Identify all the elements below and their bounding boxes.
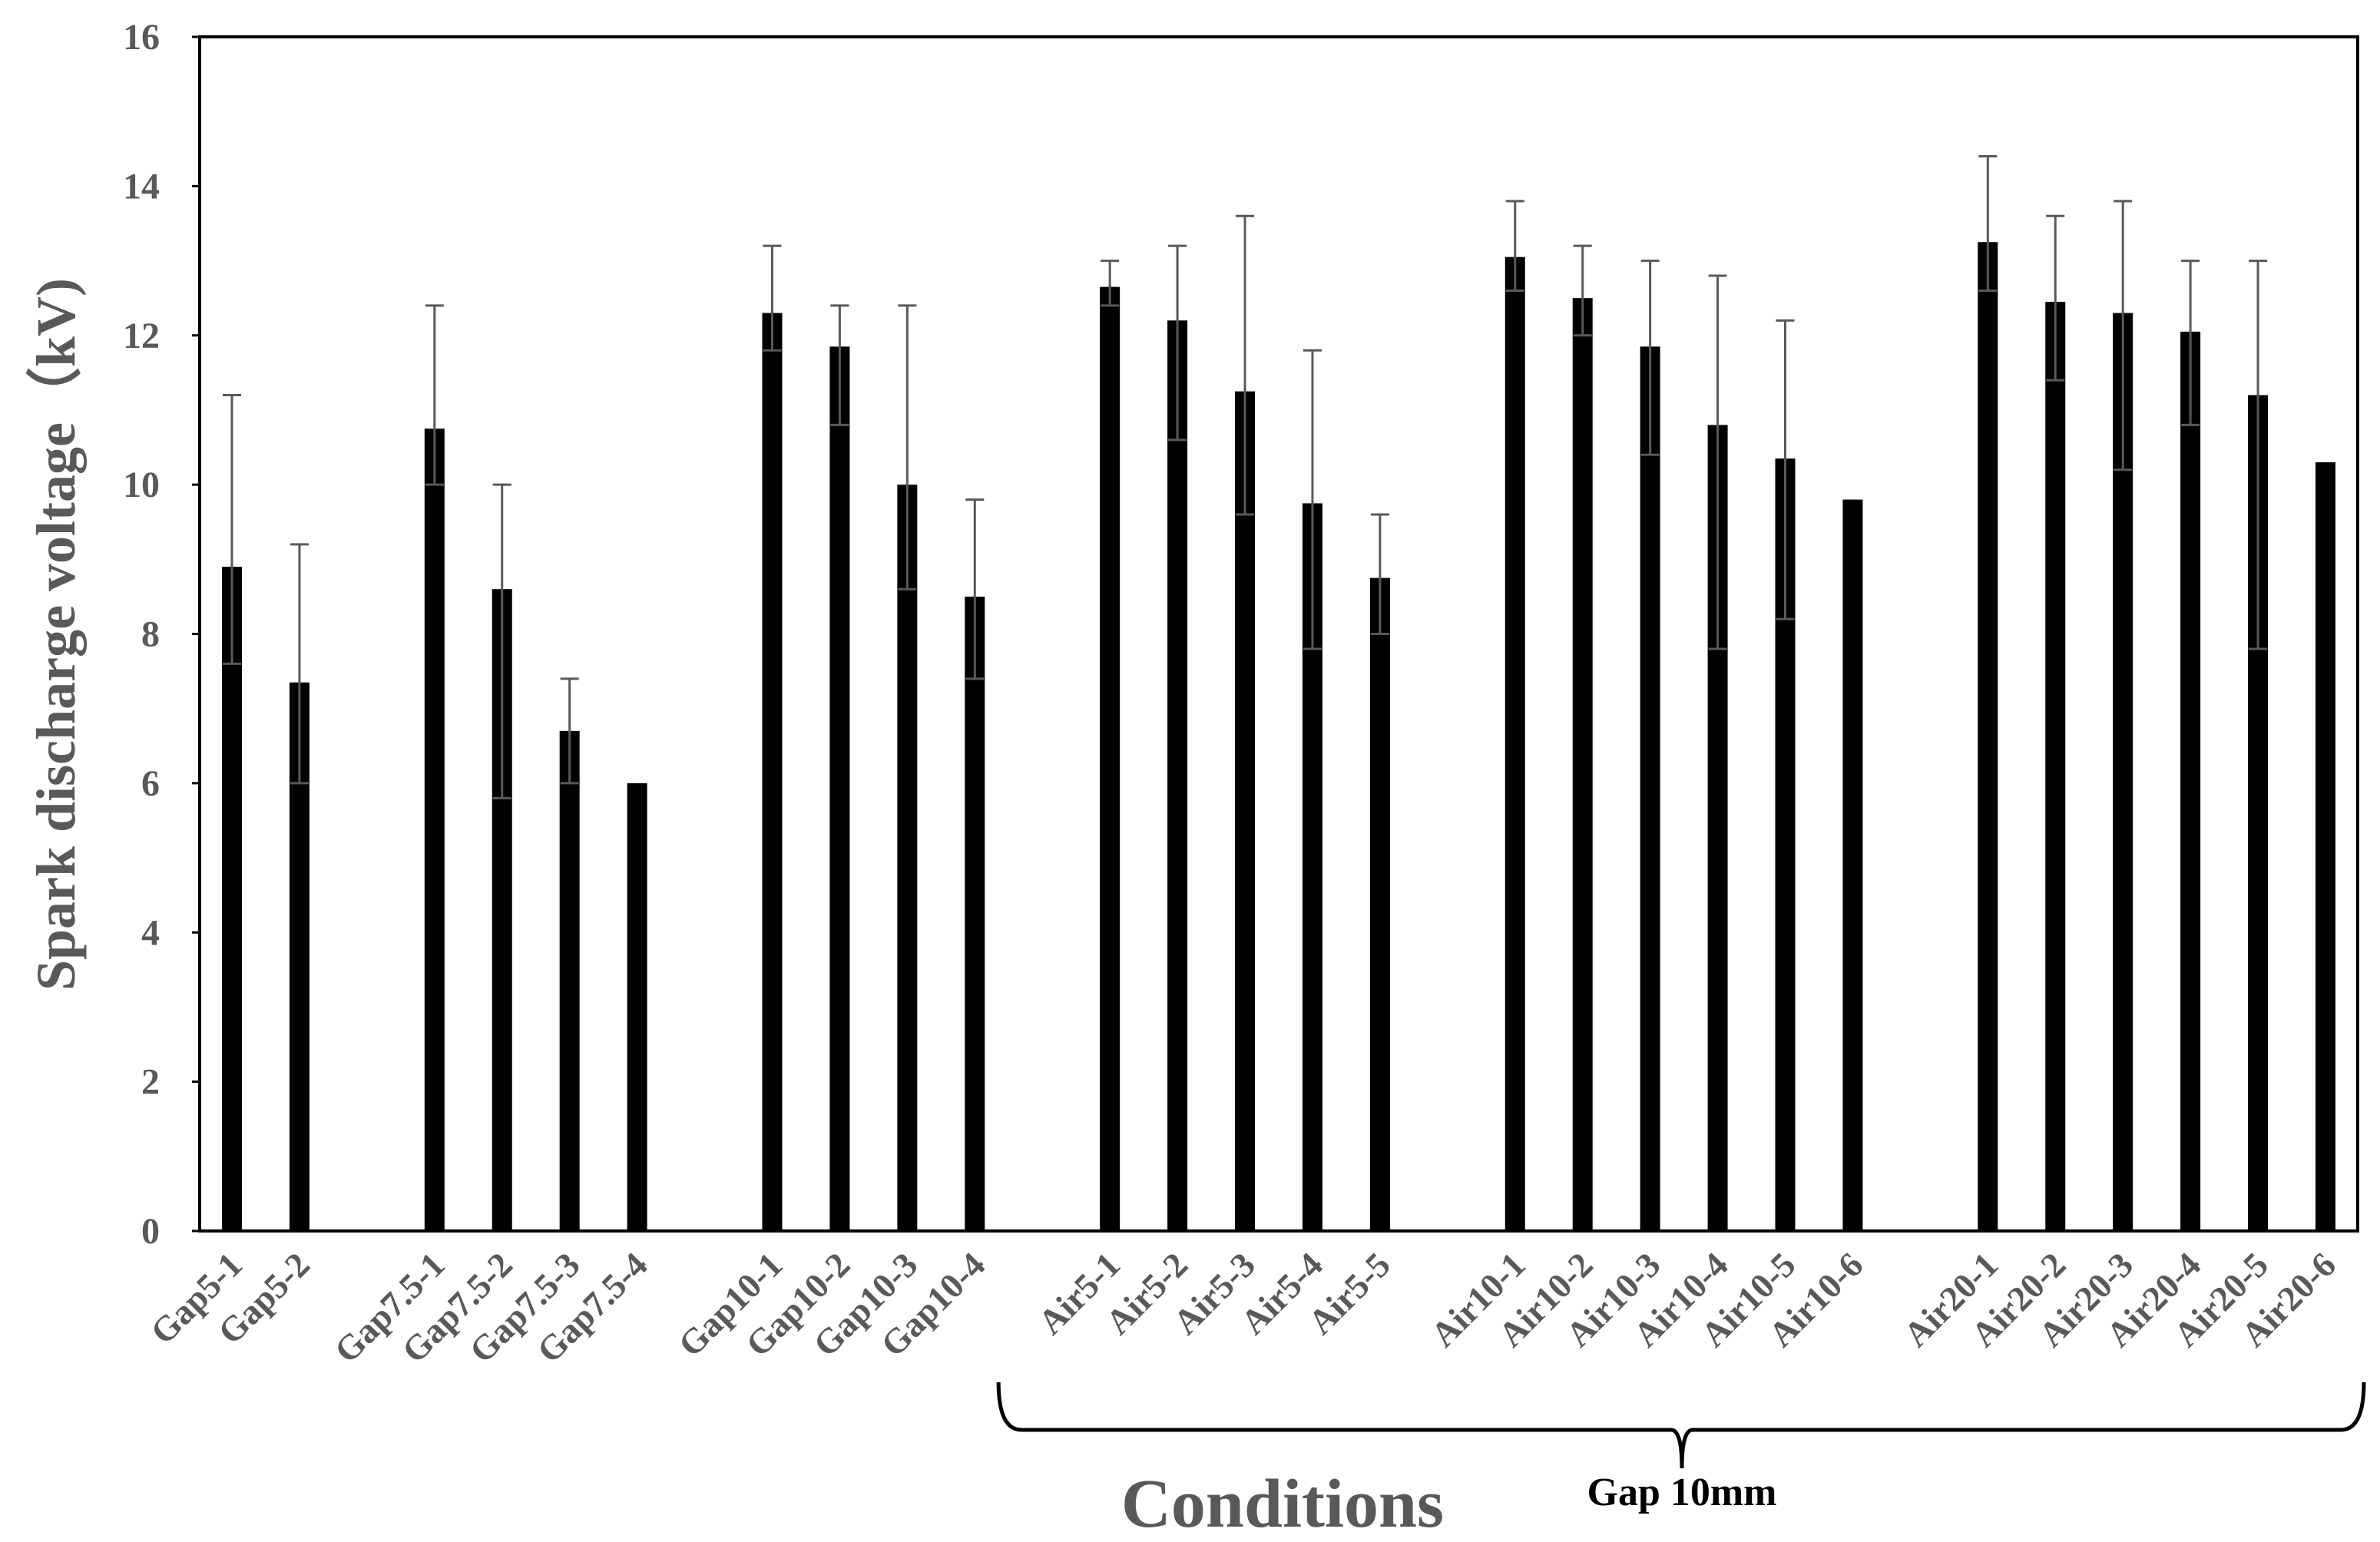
error-bars: [223, 155, 2268, 799]
bar: [1572, 298, 1593, 1231]
bar: [424, 429, 445, 1231]
bar: [222, 567, 242, 1231]
y-tick-label: 14: [123, 166, 160, 207]
gap-10mm-brace: [996, 1382, 2366, 1469]
x-axis-title: Conditions: [1121, 1466, 1444, 1542]
bar: [2180, 331, 2201, 1231]
y-tick-label: 0: [141, 1211, 160, 1252]
y-tick-label: 2: [141, 1062, 160, 1103]
bar: [1100, 286, 1120, 1231]
y-tick-label: 4: [141, 912, 160, 953]
bar: [1235, 391, 1256, 1231]
bar: [1640, 346, 1660, 1231]
y-tick-label: 6: [141, 763, 160, 804]
bar: [627, 783, 647, 1231]
y-tick-label: 12: [123, 316, 160, 356]
y-tick-label: 10: [123, 465, 160, 505]
bar: [965, 596, 985, 1231]
bar: [1167, 320, 1188, 1231]
y-axis-title: Spark discharge voltage（kV): [25, 278, 87, 991]
plot-area-frame: [198, 35, 2359, 1233]
bar: [1842, 499, 1863, 1231]
y-axis-ticks: 0 2 4 6 8 10 12 14 16: [123, 17, 200, 1252]
y-tick-label: 16: [123, 17, 160, 58]
bar: [2315, 462, 2335, 1231]
bar: [762, 313, 783, 1231]
y-tick-label: 8: [141, 614, 160, 655]
bar: [1504, 256, 1525, 1231]
bar: [1369, 577, 1390, 1231]
bar: [1978, 242, 1998, 1231]
bar: [897, 485, 918, 1231]
gap-10mm-label: Gap 10mm: [1587, 1471, 1777, 1514]
bars: [222, 242, 2335, 1231]
bar: [559, 730, 580, 1231]
bar: [2045, 302, 2066, 1231]
bar: [829, 346, 850, 1231]
